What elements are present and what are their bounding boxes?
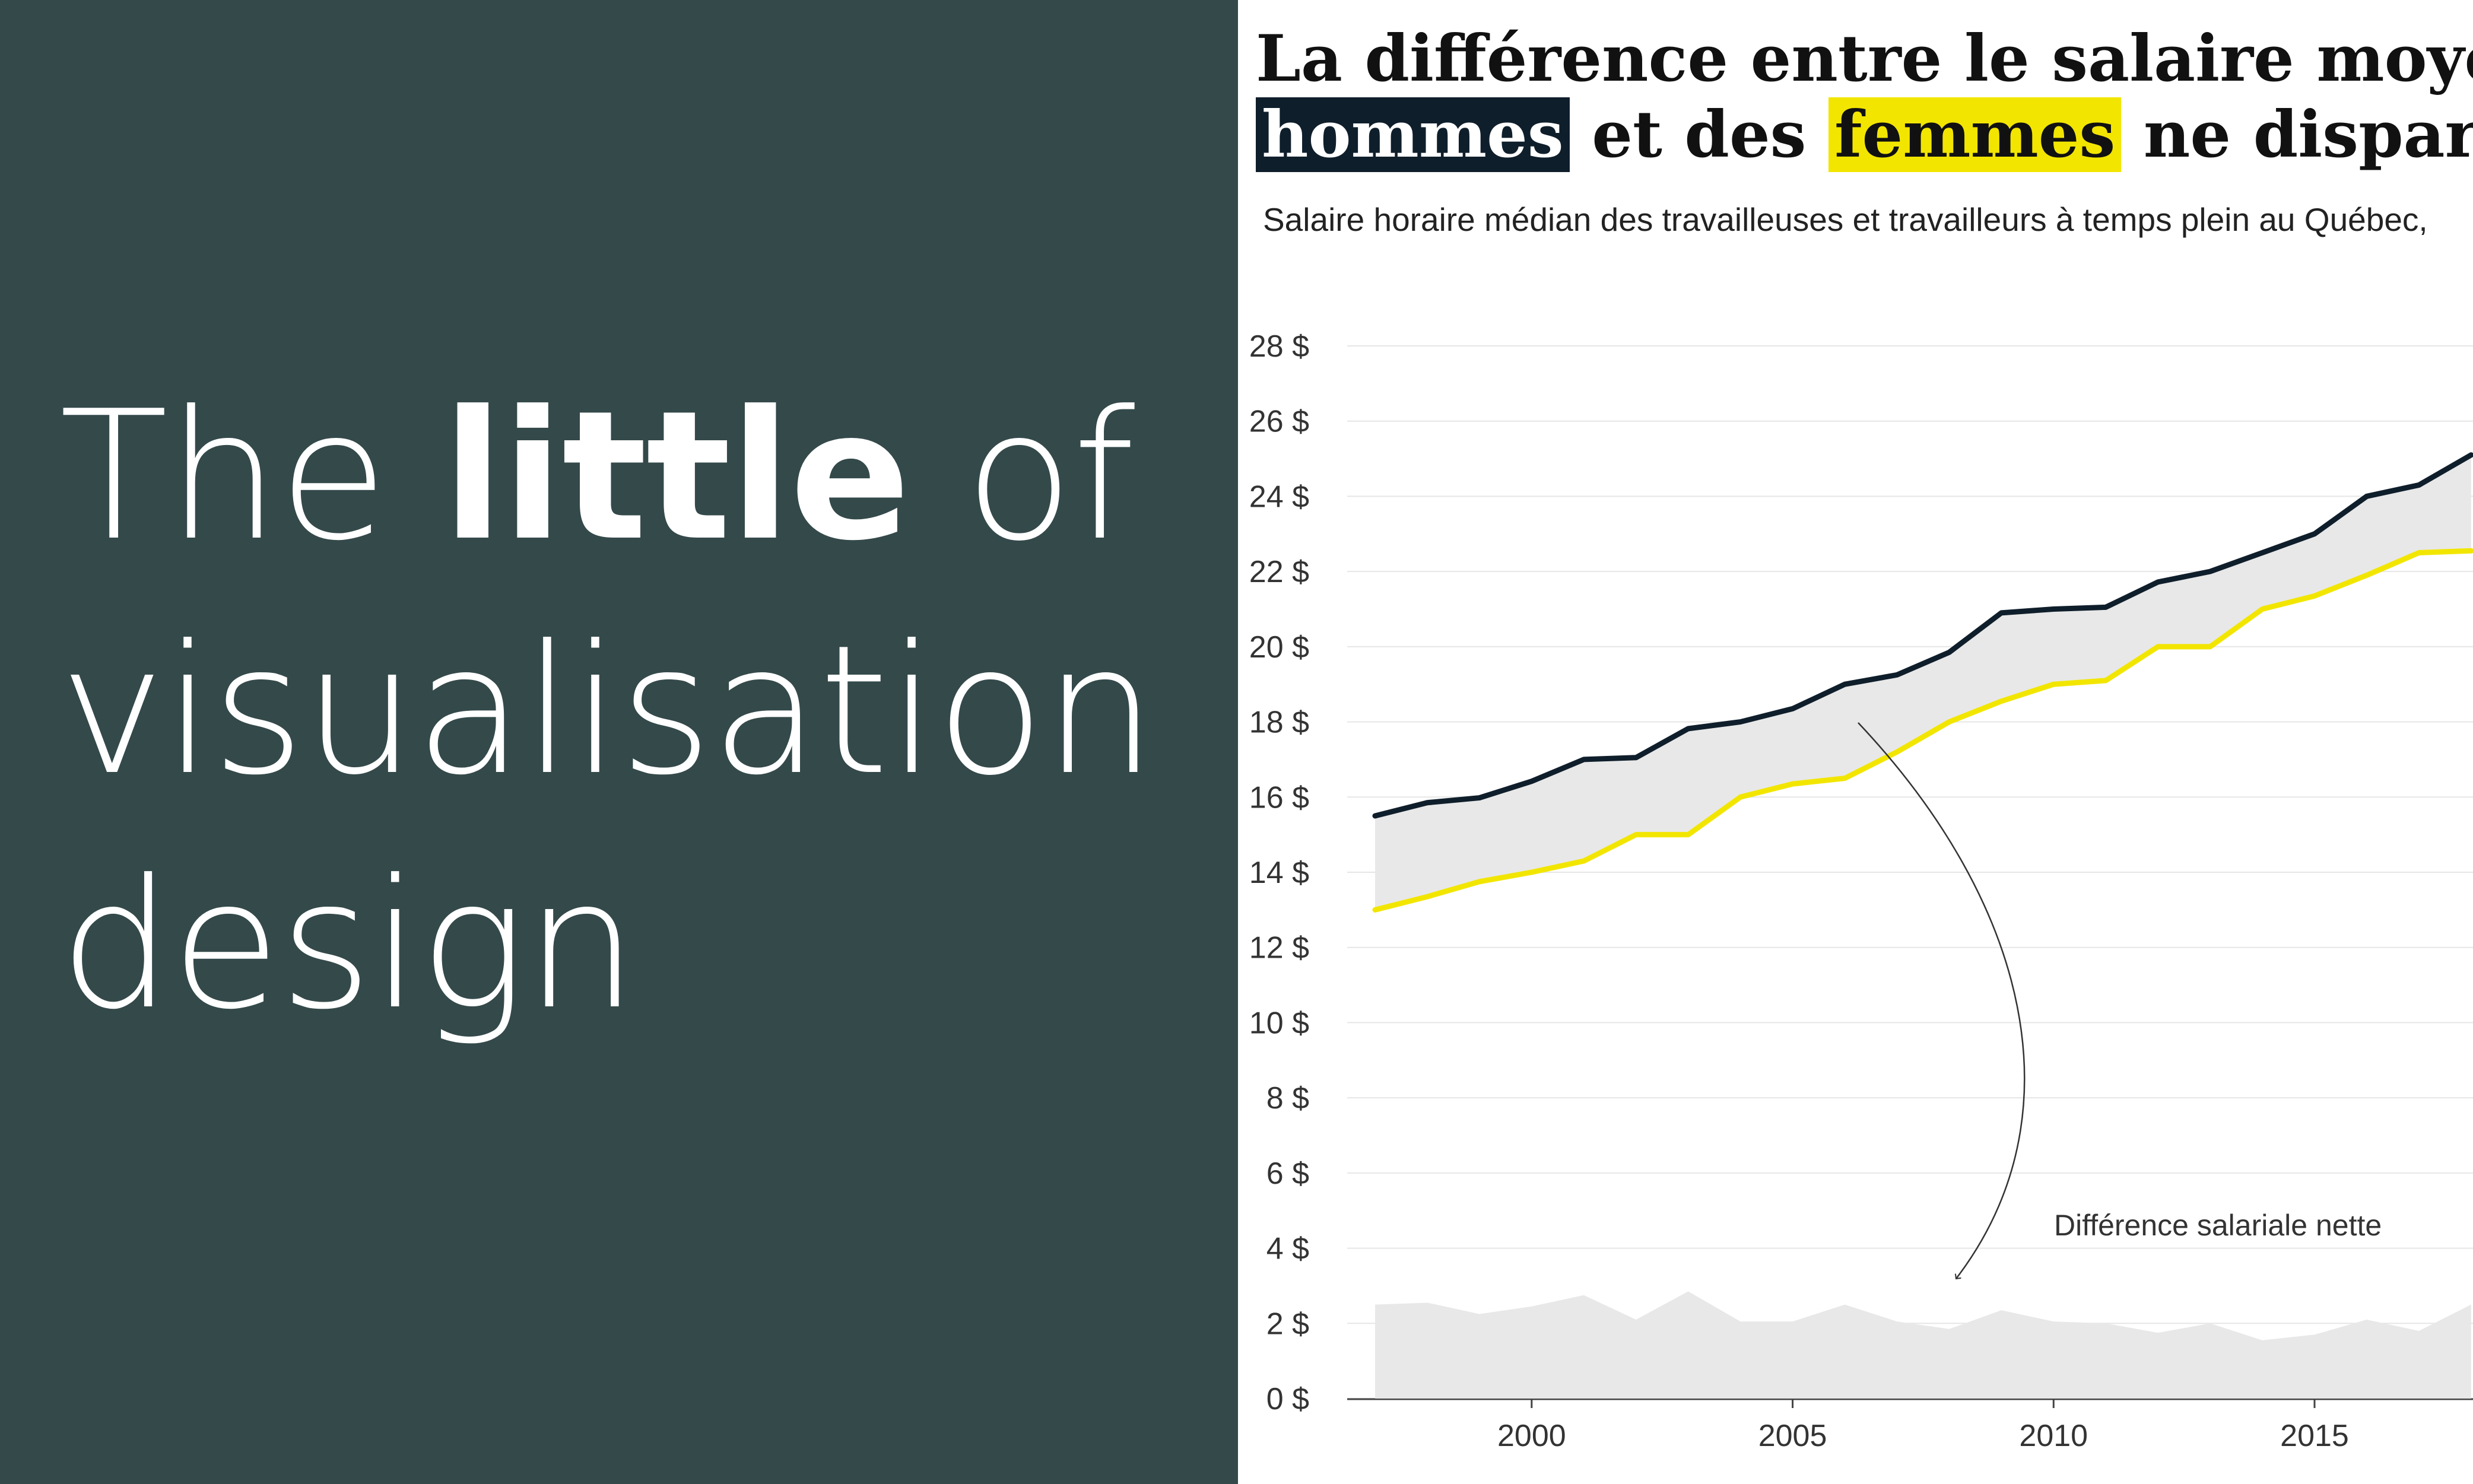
slide-headline: The little of visualisation design [59,359,1157,1062]
y-tick-label: 18 $ [1249,706,1309,740]
chart-title-line-2: hommes et des femmes ne disparait p [1256,97,2473,173]
x-tick-label: 2015 [2280,1419,2349,1453]
headline-line-1: The little of [59,359,1155,593]
x-tick-label: 2010 [2019,1419,2088,1453]
annotation: Différence salariale nette [1858,722,2382,1280]
title-connector: et des [1569,97,1829,172]
chart-panel: La différence entre le salaire moyen d h… [1238,0,2473,1484]
y-tick-label: 28 $ [1249,329,1309,364]
annotation-label: Différence salariale nette [2054,1209,2382,1242]
y-tick-label: 20 $ [1249,630,1309,665]
headline-of: of [909,373,1135,580]
wage-gap-chart: 0 $ 2 $ 4 $ 6 $ 8 $ 10 $ 12 $ 14 $ 16 $ 18 $ 20 $ 2… [1249,329,2473,1453]
axis-ticks: 0 $ 2 $ 4 $ 6 $ 8 $ 10 $ 12 $ 14 $ 16 $ 18 $ 20 $ 2… [1249,329,2349,1453]
y-tick-label: 0 $ [1266,1382,1309,1416]
title-panel: The little of visualisation design [0,0,1238,1484]
y-tick-label: 12 $ [1249,931,1309,965]
y-tick-label: 22 $ [1249,555,1309,589]
headline-line-2: visualisation [59,607,1157,814]
headline-the: The [59,373,443,580]
chart-subtitle: Salaire horaire médian des travailleuses… [1263,201,2428,238]
headline-line-3: design [59,841,638,1048]
x-tick-label: 2005 [1758,1419,1827,1453]
y-tick-label: 14 $ [1249,856,1309,890]
series-line-hommes [1372,452,2473,819]
y-tick-label: 26 $ [1249,405,1309,439]
title-ending: ne disparait p [2143,97,2473,172]
y-tick-label: 4 $ [1266,1232,1309,1266]
y-tick-label: 16 $ [1249,780,1309,815]
highlight-hommes: hommes [1256,97,1570,172]
y-tick-label: 8 $ [1266,1081,1309,1116]
series-lines [1372,452,2473,913]
annotation-arrow [1858,722,2026,1280]
headline-little: little [442,373,910,580]
chart-title-line-1: La différence entre le salaire moyen d [1256,21,2473,96]
y-tick-label: 6 $ [1266,1156,1309,1191]
y-tick-label: 10 $ [1249,1006,1309,1040]
chart-title: La différence entre le salaire moyen d h… [1256,21,2473,173]
net-difference-area [1375,1291,2471,1399]
gap-band [1375,455,2471,910]
gap-areas [1375,455,2471,1399]
highlight-femmes: femmes [1828,97,2122,172]
x-tick-label: 2000 [1497,1419,1566,1453]
y-tick-label: 24 $ [1249,479,1309,514]
series-line-femmes [1372,548,2473,913]
y-tick-label: 2 $ [1266,1307,1309,1341]
